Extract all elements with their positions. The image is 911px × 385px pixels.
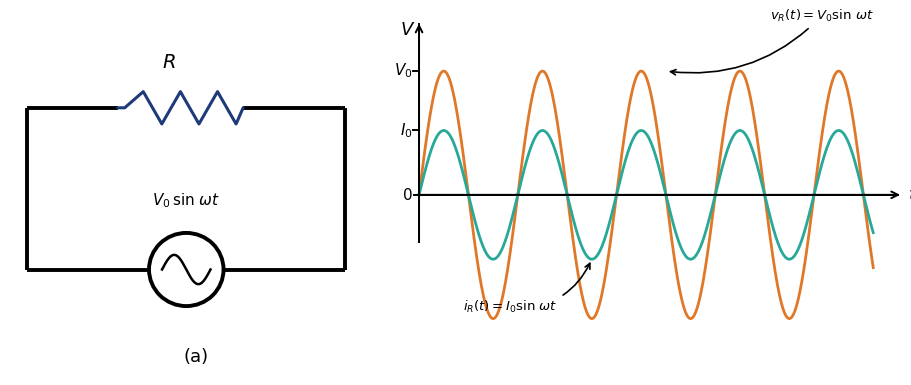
Text: $I_0$: $I_0$ [399,121,412,140]
Text: $V_0$: $V_0$ [394,62,412,80]
Text: (a): (a) [183,348,209,366]
Text: $V_0\,\sin\,\omega t$: $V_0\,\sin\,\omega t$ [152,191,220,210]
Text: $V$: $V$ [399,21,415,39]
Text: $0$: $0$ [401,187,412,203]
Text: $v_R(t) = V_0\sin\,\omega t$: $v_R(t) = V_0\sin\,\omega t$ [670,8,873,75]
Text: $R$: $R$ [161,54,175,72]
Text: $i_R(t) = I_0\sin\,\omega t$: $i_R(t) = I_0\sin\,\omega t$ [463,263,589,315]
Text: $t$: $t$ [906,186,911,204]
